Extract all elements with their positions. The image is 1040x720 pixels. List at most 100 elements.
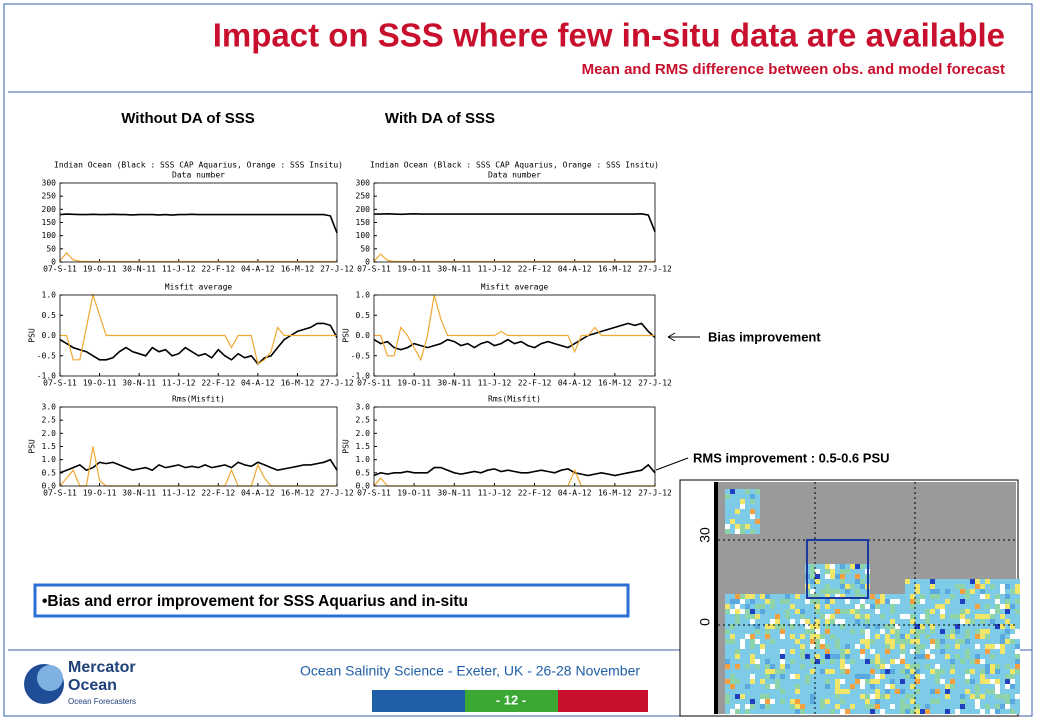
map-pixel: [735, 659, 740, 664]
map-pixel: [1000, 674, 1005, 679]
map-pixel: [925, 709, 930, 714]
map-pixel: [850, 579, 855, 584]
map-pixel: [825, 694, 830, 699]
map-pixel: [865, 709, 870, 714]
map-pixel: [760, 619, 765, 624]
map-pixel: [805, 604, 810, 609]
map-pixel: [860, 659, 865, 664]
map-pixel: [1015, 594, 1020, 599]
y-tick-label: 250: [356, 192, 371, 201]
map-pixel: [930, 664, 935, 669]
annotation: RMS improvement : 0.5-0.6 PSU: [693, 450, 890, 465]
map-pixel: [970, 659, 975, 664]
map-pixel: [930, 649, 935, 654]
map-pixel: [900, 629, 905, 634]
map-pixel: [880, 644, 885, 649]
x-tick-label: 22-F-12: [518, 489, 552, 498]
map-pixel: [855, 704, 860, 709]
map-pixel: [885, 694, 890, 699]
map-pixel: [920, 674, 925, 679]
map-pixel: [825, 629, 830, 634]
map-pixel: [765, 684, 770, 689]
map-pixel: [960, 629, 965, 634]
map-pixel: [740, 489, 745, 494]
map-pixel: [745, 689, 750, 694]
map-pixel: [975, 659, 980, 664]
map-pixel: [780, 619, 785, 624]
map-pixel: [760, 644, 765, 649]
map-pixel: [845, 569, 850, 574]
map-pixel: [800, 674, 805, 679]
map-pixel: [880, 709, 885, 714]
map-pixel: [880, 609, 885, 614]
map-pixel: [825, 594, 830, 599]
map-pixel: [1005, 644, 1010, 649]
map-pixel: [900, 659, 905, 664]
map-pixel: [920, 689, 925, 694]
map-pixel: [755, 624, 760, 629]
map-pixel: [990, 624, 995, 629]
map-pixel: [825, 589, 830, 594]
map-pixel: [735, 619, 740, 624]
map-pixel: [755, 674, 760, 679]
map-pixel: [725, 669, 730, 674]
map-pixel: [895, 684, 900, 689]
map-pixel: [915, 599, 920, 604]
map-pixel: [725, 694, 730, 699]
map-pixel: [795, 649, 800, 654]
map-pixel: [730, 509, 735, 514]
map-pixel: [755, 659, 760, 664]
map-pixel: [1005, 704, 1010, 709]
map-pixel: [955, 694, 960, 699]
map-pixel: [760, 614, 765, 619]
map-pixel: [810, 589, 815, 594]
map-pixel: [800, 619, 805, 624]
map-pixel: [845, 679, 850, 684]
map-pixel: [785, 594, 790, 599]
map-pixel: [880, 704, 885, 709]
map-pixel: [935, 674, 940, 679]
map-pixel: [785, 634, 790, 639]
map-pixel: [725, 529, 730, 534]
map-pixel: [965, 629, 970, 634]
map-pixel: [755, 519, 760, 524]
map-pixel: [865, 704, 870, 709]
map-pixel: [955, 709, 960, 714]
map-pixel: [840, 654, 845, 659]
map-pixel: [900, 674, 905, 679]
map-pixel: [815, 584, 820, 589]
map-pixel: [1010, 584, 1015, 589]
y-tick-label: 0.5: [356, 468, 371, 477]
map-pixel: [735, 649, 740, 654]
map-pixel: [815, 684, 820, 689]
map-pixel: [915, 614, 920, 619]
map-pixel: [740, 664, 745, 669]
map-pixel: [800, 679, 805, 684]
map-pixel: [745, 619, 750, 624]
map-pixel: [790, 639, 795, 644]
map-pixel: [945, 609, 950, 614]
map-pixel: [835, 649, 840, 654]
map-pixel: [805, 669, 810, 674]
map-pixel: [940, 609, 945, 614]
map-pixel: [825, 584, 830, 589]
map-pixel: [775, 674, 780, 679]
map-pixel: [930, 709, 935, 714]
map-pixel: [755, 599, 760, 604]
map-pixel: [825, 699, 830, 704]
map-pixel: [970, 619, 975, 624]
map-pixel: [750, 624, 755, 629]
map-pixel: [905, 654, 910, 659]
map-pixel: [915, 629, 920, 634]
map-pixel: [880, 659, 885, 664]
map-pixel: [860, 684, 865, 689]
map-pixel: [890, 594, 895, 599]
map-pixel: [805, 649, 810, 654]
map-pixel: [1010, 694, 1015, 699]
map: 30 0: [679, 479, 1020, 717]
map-pixel: [735, 639, 740, 644]
map-pixel: [835, 589, 840, 594]
map-pixel: [850, 694, 855, 699]
map-pixel: [990, 709, 995, 714]
arrow: [655, 457, 689, 471]
